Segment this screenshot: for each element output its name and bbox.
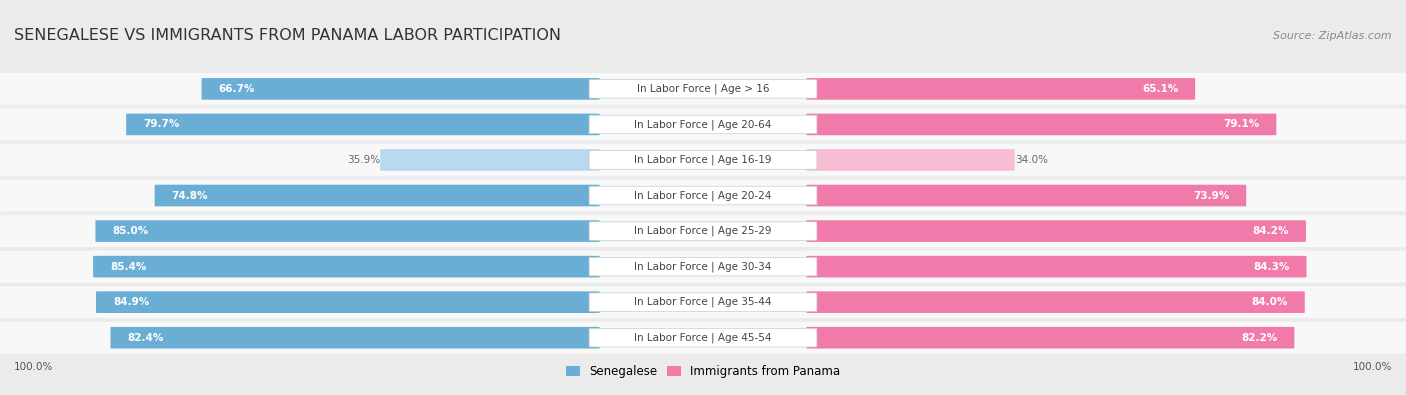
FancyBboxPatch shape: [589, 293, 817, 311]
Text: 35.9%: 35.9%: [347, 155, 380, 165]
Text: In Labor Force | Age 16-19: In Labor Force | Age 16-19: [634, 155, 772, 165]
Text: 73.9%: 73.9%: [1194, 190, 1229, 201]
Text: 66.7%: 66.7%: [218, 84, 254, 94]
Text: 79.7%: 79.7%: [143, 119, 180, 130]
Legend: Senegalese, Immigrants from Panama: Senegalese, Immigrants from Panama: [561, 360, 845, 382]
FancyBboxPatch shape: [0, 322, 1406, 354]
Text: 74.8%: 74.8%: [172, 190, 208, 201]
FancyBboxPatch shape: [807, 292, 1305, 313]
FancyBboxPatch shape: [0, 251, 1406, 282]
Text: 84.9%: 84.9%: [112, 297, 149, 307]
FancyBboxPatch shape: [201, 78, 599, 100]
Text: 100.0%: 100.0%: [1353, 361, 1392, 372]
Text: 34.0%: 34.0%: [1015, 155, 1047, 165]
FancyBboxPatch shape: [589, 258, 817, 276]
FancyBboxPatch shape: [807, 114, 1277, 135]
FancyBboxPatch shape: [589, 80, 817, 98]
Text: 100.0%: 100.0%: [14, 361, 53, 372]
FancyBboxPatch shape: [589, 115, 817, 134]
FancyBboxPatch shape: [127, 114, 599, 135]
FancyBboxPatch shape: [589, 329, 817, 347]
FancyBboxPatch shape: [0, 109, 1406, 140]
Text: In Labor Force | Age 20-24: In Labor Force | Age 20-24: [634, 190, 772, 201]
Text: SENEGALESE VS IMMIGRANTS FROM PANAMA LABOR PARTICIPATION: SENEGALESE VS IMMIGRANTS FROM PANAMA LAB…: [14, 28, 561, 43]
FancyBboxPatch shape: [807, 149, 1015, 171]
Text: 85.0%: 85.0%: [112, 226, 149, 236]
Text: 79.1%: 79.1%: [1223, 119, 1260, 130]
FancyBboxPatch shape: [0, 144, 1406, 176]
FancyBboxPatch shape: [0, 73, 1406, 105]
FancyBboxPatch shape: [155, 185, 599, 206]
Text: Source: ZipAtlas.com: Source: ZipAtlas.com: [1274, 30, 1392, 41]
FancyBboxPatch shape: [0, 286, 1406, 318]
FancyBboxPatch shape: [589, 186, 817, 205]
Text: In Labor Force | Age 30-34: In Labor Force | Age 30-34: [634, 261, 772, 272]
FancyBboxPatch shape: [96, 292, 599, 313]
FancyBboxPatch shape: [807, 256, 1306, 277]
FancyBboxPatch shape: [111, 327, 599, 348]
FancyBboxPatch shape: [93, 256, 599, 277]
FancyBboxPatch shape: [807, 185, 1246, 206]
Text: 84.0%: 84.0%: [1251, 297, 1288, 307]
Text: In Labor Force | Age 20-64: In Labor Force | Age 20-64: [634, 119, 772, 130]
FancyBboxPatch shape: [0, 215, 1406, 247]
Text: 84.2%: 84.2%: [1253, 226, 1289, 236]
FancyBboxPatch shape: [0, 180, 1406, 211]
Text: In Labor Force | Age 25-29: In Labor Force | Age 25-29: [634, 226, 772, 236]
Text: 82.4%: 82.4%: [128, 333, 163, 343]
FancyBboxPatch shape: [589, 222, 817, 240]
Text: In Labor Force | Age 35-44: In Labor Force | Age 35-44: [634, 297, 772, 307]
Text: 65.1%: 65.1%: [1142, 84, 1178, 94]
FancyBboxPatch shape: [807, 78, 1195, 100]
FancyBboxPatch shape: [589, 151, 817, 169]
FancyBboxPatch shape: [807, 327, 1295, 348]
FancyBboxPatch shape: [807, 220, 1306, 242]
FancyBboxPatch shape: [96, 220, 599, 242]
Text: 84.3%: 84.3%: [1253, 261, 1289, 272]
FancyBboxPatch shape: [380, 149, 599, 171]
Text: In Labor Force | Age > 16: In Labor Force | Age > 16: [637, 84, 769, 94]
Text: 85.4%: 85.4%: [110, 261, 146, 272]
Text: 82.2%: 82.2%: [1241, 333, 1278, 343]
Text: In Labor Force | Age 45-54: In Labor Force | Age 45-54: [634, 333, 772, 343]
